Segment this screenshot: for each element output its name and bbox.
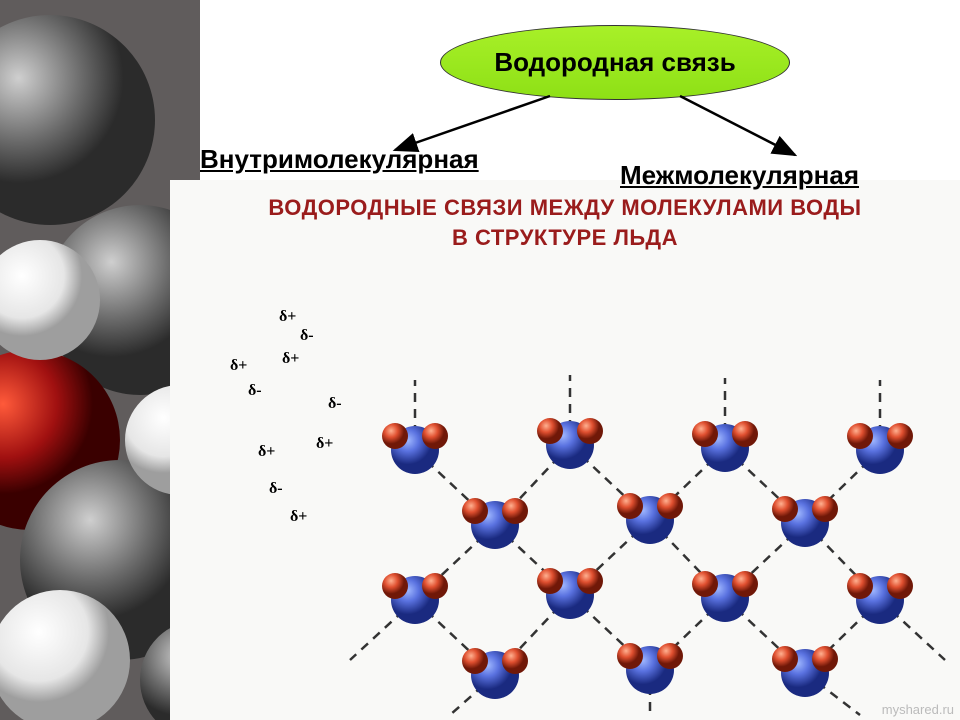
water-molecule — [847, 573, 913, 624]
hydrogen-atom — [732, 571, 758, 597]
hydrogen-atom — [422, 423, 448, 449]
hydrogen-atom — [812, 646, 838, 672]
ice-structure-svg — [170, 270, 960, 720]
hydrogen-atom — [772, 496, 798, 522]
water-molecule — [382, 423, 448, 474]
arrow-right — [680, 96, 795, 155]
hydrogen-atom — [382, 423, 408, 449]
water-molecule — [692, 421, 758, 472]
water-molecule — [462, 498, 528, 549]
hydrogen-atom — [537, 418, 563, 444]
hydrogen-atom — [422, 573, 448, 599]
water-molecule — [537, 568, 603, 619]
diagram-panel: ВОДОРОДНЫЕ СВЯЗИ МЕЖДУ МОЛЕКУЛАМИ ВОДЫ В… — [170, 180, 960, 720]
hydrogen-atom — [537, 568, 563, 594]
subtype-left: Внутримолекулярная — [200, 144, 479, 175]
hydrogen-atom — [502, 648, 528, 674]
delta-label: δ+ — [258, 443, 275, 461]
hydrogen-atom — [657, 493, 683, 519]
water-molecule — [617, 643, 683, 694]
delta-label: δ+ — [290, 508, 307, 526]
hydrogen-atom — [617, 643, 643, 669]
water-molecule — [382, 573, 448, 624]
hydrogen-atom — [812, 496, 838, 522]
water-molecule — [617, 493, 683, 544]
watermark: myshared.ru — [882, 702, 954, 717]
delta-label: δ+ — [279, 308, 296, 326]
hydrogen-atom — [617, 493, 643, 519]
diagram-title-2: В СТРУКТУРЕ ЛЬДА — [185, 225, 945, 251]
hydrogen-atom — [657, 643, 683, 669]
water-molecule — [462, 648, 528, 699]
water-molecule — [772, 496, 838, 547]
hydrogen-atom — [502, 498, 528, 524]
water-molecule — [692, 571, 758, 622]
hydrogen-atom — [692, 571, 718, 597]
hydrogen-atom — [577, 418, 603, 444]
delta-label: δ+ — [230, 357, 247, 375]
delta-label: δ+ — [282, 350, 299, 368]
delta-label: δ- — [300, 327, 314, 345]
hydrogen-atom — [732, 421, 758, 447]
hydrogen-atom — [577, 568, 603, 594]
delta-label: δ- — [269, 480, 283, 498]
watermark-text: myshared.ru — [882, 702, 954, 717]
water-molecule — [847, 423, 913, 474]
delta-label: δ- — [248, 382, 262, 400]
subtype-right: Межмолекулярная — [620, 160, 859, 191]
arrow-left — [395, 96, 550, 150]
hydrogen-atom — [692, 421, 718, 447]
hydrogen-atom — [887, 423, 913, 449]
hydrogen-atom — [847, 573, 873, 599]
hydrogen-atom — [462, 648, 488, 674]
hydrogen-atom — [887, 573, 913, 599]
hydrogen-atom — [847, 423, 873, 449]
delta-label: δ+ — [316, 435, 333, 453]
delta-label: δ- — [328, 395, 342, 413]
water-molecule — [537, 418, 603, 469]
hydrogen-atom — [772, 646, 798, 672]
hydrogen-atom — [382, 573, 408, 599]
water-molecule — [772, 646, 838, 697]
diagram-title-line2: В СТРУКТУРЕ ЛЬДА — [452, 225, 678, 250]
hydrogen-atom — [462, 498, 488, 524]
